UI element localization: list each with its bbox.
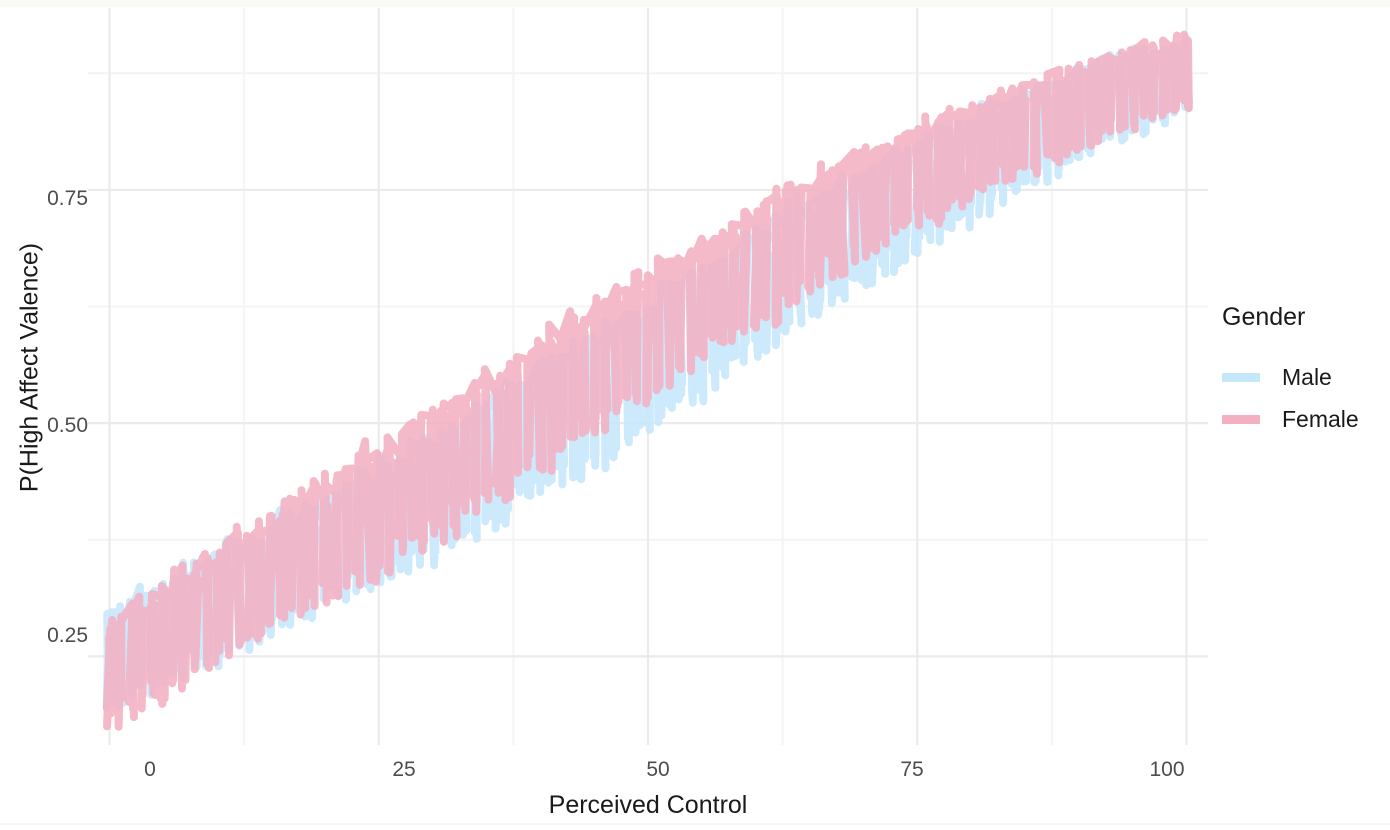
legend-key-female bbox=[1222, 414, 1260, 424]
legend-label-male: Male bbox=[1282, 363, 1332, 390]
legend-title: Gender bbox=[1222, 303, 1306, 331]
y-tick-label: 0.75 bbox=[47, 187, 88, 210]
legend-item-female[interactable]: Female bbox=[1222, 398, 1390, 440]
plot-area bbox=[88, 8, 1208, 745]
x-tick-label: 0 bbox=[144, 758, 156, 781]
legend-item-male[interactable]: Male bbox=[1222, 356, 1390, 398]
x-tick-label: 25 bbox=[392, 758, 416, 781]
x-tick-label: 100 bbox=[1149, 758, 1185, 781]
legend-label-female: Female bbox=[1282, 405, 1359, 432]
series-line-female bbox=[102, 30, 1193, 731]
y-axis: 0.75 0.50 0.25 P(High Affect Valence) bbox=[0, 0, 89, 830]
x-tick-label: 75 bbox=[900, 758, 924, 781]
x-axis: 0 25 50 75 100 Perceived Control bbox=[88, 745, 1208, 830]
top-border-strip bbox=[0, 0, 1390, 7]
plot-panel bbox=[88, 8, 1208, 745]
bottom-border-rule bbox=[0, 823, 1390, 825]
legend: Gender Male Female bbox=[1222, 305, 1390, 440]
x-axis-title: Perceived Control bbox=[548, 791, 748, 819]
legend-key-male bbox=[1222, 372, 1260, 382]
y-axis-title: P(High Affect Valence) bbox=[15, 242, 44, 493]
y-tick-label: 0.25 bbox=[47, 624, 88, 647]
y-tick-label: 0.50 bbox=[47, 414, 88, 437]
x-tick-label: 50 bbox=[646, 758, 670, 781]
